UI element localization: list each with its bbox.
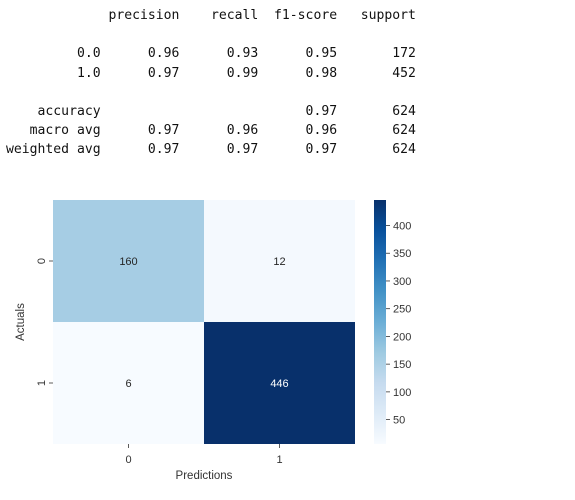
heatmap-cell (204, 322, 355, 444)
colorbar-tick-label: 100 (393, 387, 411, 399)
cell-value-label: 446 (270, 378, 288, 390)
y-axis-label: Actuals (15, 303, 27, 341)
x-tick-label: 1 (276, 454, 282, 466)
heatmap-cell (204, 200, 355, 322)
report-header: precision recall f1-score support (6, 8, 416, 23)
report-row: macro avg 0.97 0.96 0.96 624 (6, 123, 416, 139)
cell-value-label: 12 (273, 256, 285, 268)
report-row: weighted avg 0.97 0.97 0.97 624 (6, 142, 416, 158)
y-tick-label: 1 (36, 380, 48, 386)
colorbar-tick-label: 350 (393, 248, 411, 260)
x-axis-label: Predictions (176, 470, 233, 482)
colorbar-tick-label: 50 (393, 415, 405, 427)
heatmap-cell (53, 200, 204, 322)
colorbar-tick-label: 300 (393, 276, 411, 288)
cell-value-label: 160 (119, 256, 137, 268)
classification-report: precision recall f1-score support 0.0 0.… (6, 6, 416, 160)
y-tick-label: 0 (36, 258, 48, 264)
colorbar-tick-label: 200 (393, 331, 411, 343)
report-row: accuracy 0.97 624 (6, 104, 416, 120)
colorbar (374, 200, 386, 444)
cell-value-label: 6 (125, 378, 131, 390)
colorbar-tick-label: 250 (393, 304, 411, 316)
report-row: 1.0 0.97 0.99 0.98 452 (6, 65, 416, 81)
report-row: 0.0 0.96 0.93 0.95 172 (6, 46, 416, 62)
colorbar-tick-label: 150 (393, 359, 411, 371)
colorbar-tick-label: 400 (393, 221, 411, 233)
heatmap-cell (53, 322, 204, 444)
x-tick-label: 0 (125, 454, 131, 466)
